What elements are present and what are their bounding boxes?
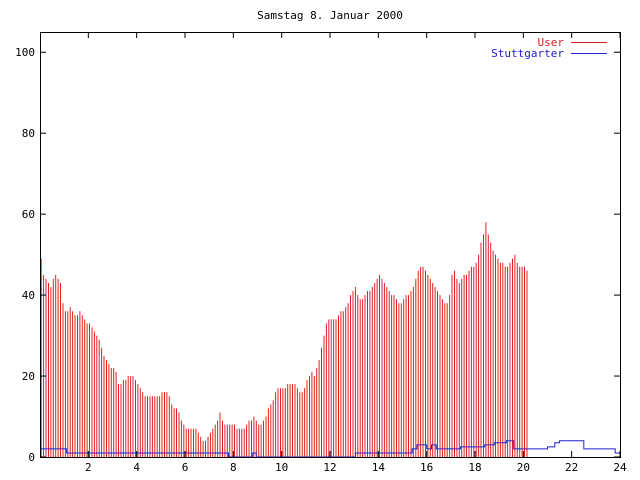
x-tick-label: 16 xyxy=(420,461,433,474)
legend-label-stuttgarter: Stuttgarter xyxy=(491,47,564,60)
chart-title: Samstag 8. Januar 2000 xyxy=(257,9,403,22)
x-tick-label: 6 xyxy=(182,461,189,474)
y-tick-label: 80 xyxy=(22,127,35,140)
plot-frame xyxy=(40,32,621,458)
legend: User Stuttgarter xyxy=(491,36,607,60)
x-tick-label: 14 xyxy=(372,461,386,474)
legend-label-user: User xyxy=(538,36,565,49)
x-tick-label: 18 xyxy=(468,461,481,474)
y-axis: 0 20 40 60 80 100 xyxy=(15,46,620,464)
x-tick-label: 4 xyxy=(133,461,140,474)
user-bars xyxy=(40,222,528,457)
x-tick-label: 22 xyxy=(565,461,578,474)
y-tick-label: 20 xyxy=(22,370,35,383)
y-tick-label: 40 xyxy=(22,289,35,302)
x-tick-label: 2 xyxy=(85,461,92,474)
y-tick-label: 0 xyxy=(28,451,35,464)
x-tick-label: 8 xyxy=(230,461,237,474)
y-tick-label: 100 xyxy=(15,46,35,59)
stuttgarter-line xyxy=(40,440,620,458)
x-tick-label: 24 xyxy=(613,461,627,474)
y-tick-label: 60 xyxy=(22,208,35,221)
x-tick-label: 20 xyxy=(517,461,530,474)
x-tick-label: 12 xyxy=(323,461,336,474)
x-tick-label: 10 xyxy=(275,461,288,474)
x-axis: 2 4 6 8 10 12 14 16 18 20 22 24 xyxy=(85,32,627,474)
